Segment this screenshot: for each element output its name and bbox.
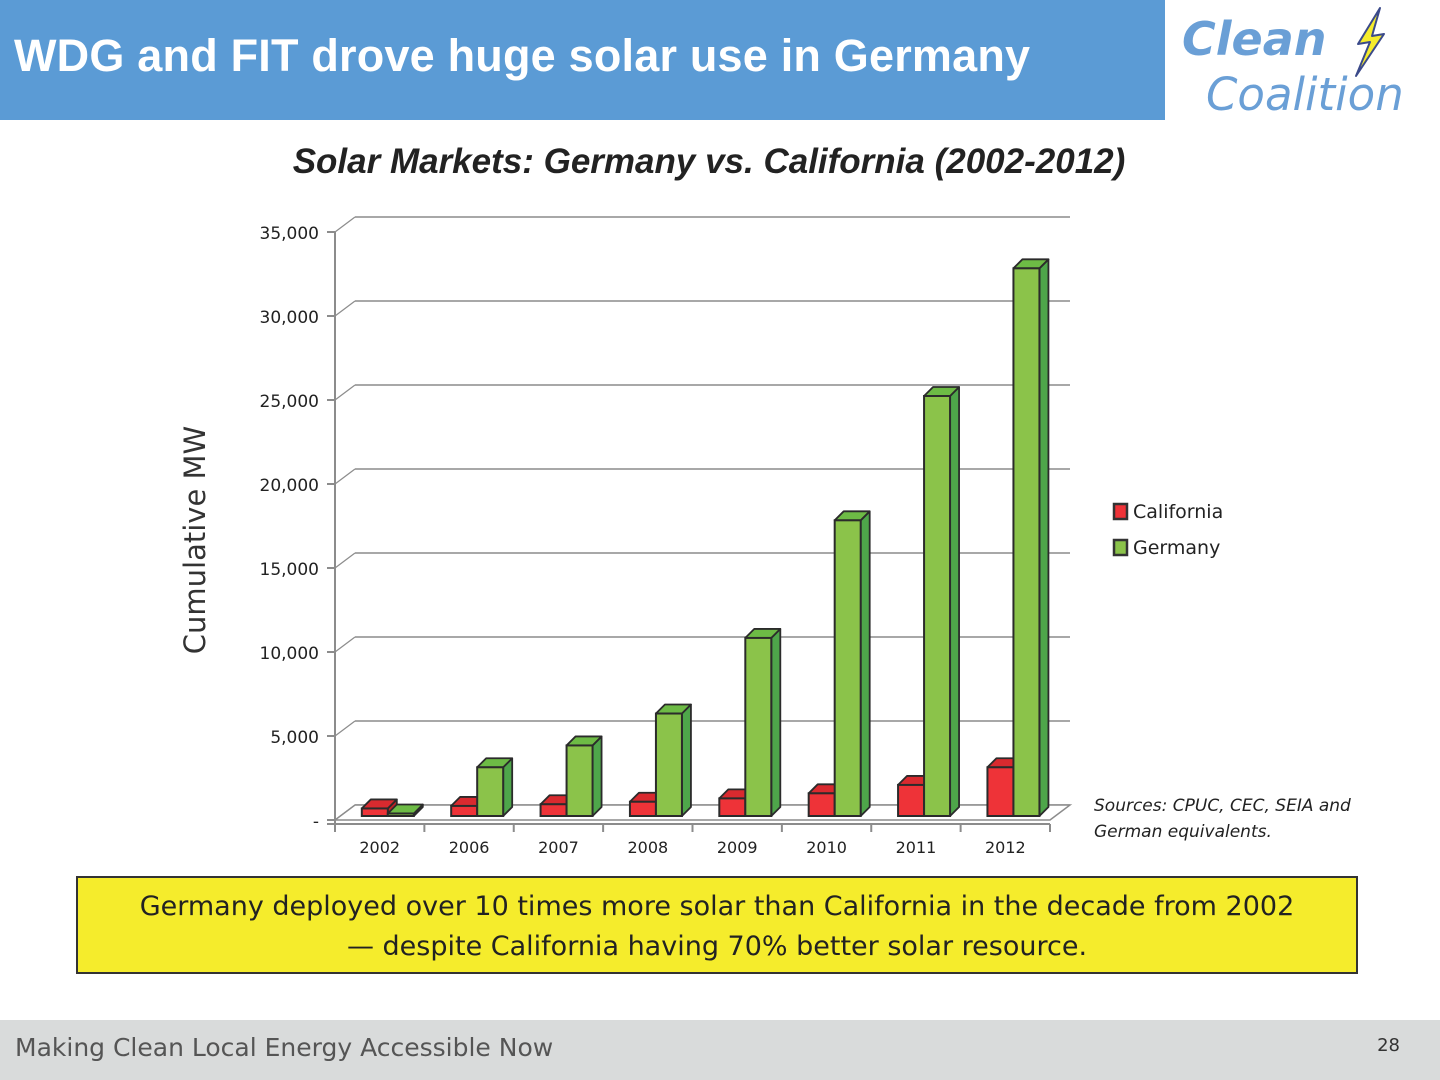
- y-axis-label: Cumulative MW: [178, 426, 212, 654]
- gridline-depth: [334, 384, 356, 401]
- gridline-depth: [334, 216, 356, 233]
- bars: [360, 258, 1050, 818]
- bar-germany-2009: [744, 628, 782, 817]
- bar-germany-2010: [833, 510, 871, 817]
- axes: [327, 231, 1051, 832]
- y-tick-label: 35,000: [260, 224, 319, 244]
- footer-bar: Making Clean Local Energy Accessible Now…: [0, 1020, 1440, 1080]
- labels: - 5,000 10,000 15,000 20,000 25,000 30,000 35,0…: [260, 224, 1026, 857]
- bar-germany-2002: [386, 803, 424, 817]
- x-tick-label: 2006: [449, 838, 490, 857]
- bar-germany-2008: [654, 703, 692, 818]
- sources-line-1: Sources: CPUC, CEC, SEIA and: [1094, 796, 1351, 816]
- bar-germany-2011: [923, 386, 960, 817]
- x-tick-label: 2009: [717, 838, 758, 857]
- legend-swatch-california: [1112, 502, 1129, 521]
- y-tick-label: 10,000: [260, 644, 319, 664]
- y-tick-label: 20,000: [260, 476, 319, 496]
- callout-line-1: Germany deployed over 10 times more sola…: [139, 891, 1295, 922]
- logo-text-clean: Clean: [1182, 12, 1327, 66]
- y-tick-label: 5,000: [270, 728, 319, 748]
- x-tick-label: 2012: [985, 838, 1026, 857]
- x-tick-label: 2002: [359, 838, 400, 857]
- header-bar: WDG and FIT drove huge solar use in Germ…: [0, 0, 1165, 120]
- y-tick-label: 30,000: [260, 308, 319, 328]
- gridline-depth: [334, 300, 356, 317]
- sources-line-2: German equivalents.: [1094, 822, 1272, 842]
- x-tick-label: 2008: [627, 838, 668, 857]
- x-tick-label: 2010: [806, 838, 847, 857]
- key-takeaway-callout: Germany deployed over 10 times more sola…: [76, 876, 1358, 974]
- legend: California Germany: [1112, 501, 1223, 559]
- page-number: 28: [1377, 1035, 1400, 1056]
- y-tick-label: -: [313, 812, 319, 832]
- y-tick-label: 15,000: [260, 560, 319, 580]
- legend-label-germany: Germany: [1133, 537, 1220, 559]
- y-tick-label: 25,000: [260, 392, 319, 412]
- bar-germany-2012: [1012, 258, 1050, 817]
- callout-line-2: — despite California having 70% better s…: [346, 931, 1088, 962]
- legend-swatch-germany: [1112, 538, 1129, 557]
- lightning-bolt-icon: [1355, 7, 1385, 77]
- footer-tagline: Making Clean Local Energy Accessible Now: [15, 1033, 554, 1062]
- gridline-depth: [334, 468, 356, 485]
- gridline-depth: [334, 720, 356, 737]
- bar-germany-2006: [476, 757, 514, 818]
- logo-text-coalition: Coalition: [1206, 68, 1404, 121]
- legend-label-california: California: [1133, 501, 1223, 523]
- bar-germany-2007: [565, 735, 603, 817]
- slide-title: WDG and FIT drove huge solar use in Germ…: [14, 30, 1031, 81]
- chart-title: Solar Markets: Germany vs. California (2…: [292, 142, 1126, 181]
- gridline-depth: [334, 636, 356, 653]
- x-tick-label: 2011: [896, 838, 937, 857]
- chart-floor: [332, 804, 1073, 821]
- gridline-depth: [334, 552, 356, 569]
- sources-annotation: Sources: CPUC, CEC, SEIA and German equi…: [1094, 796, 1351, 842]
- clean-coalition-logo: Clean Coalition: [1180, 6, 1435, 121]
- x-tick-label: 2007: [538, 838, 579, 857]
